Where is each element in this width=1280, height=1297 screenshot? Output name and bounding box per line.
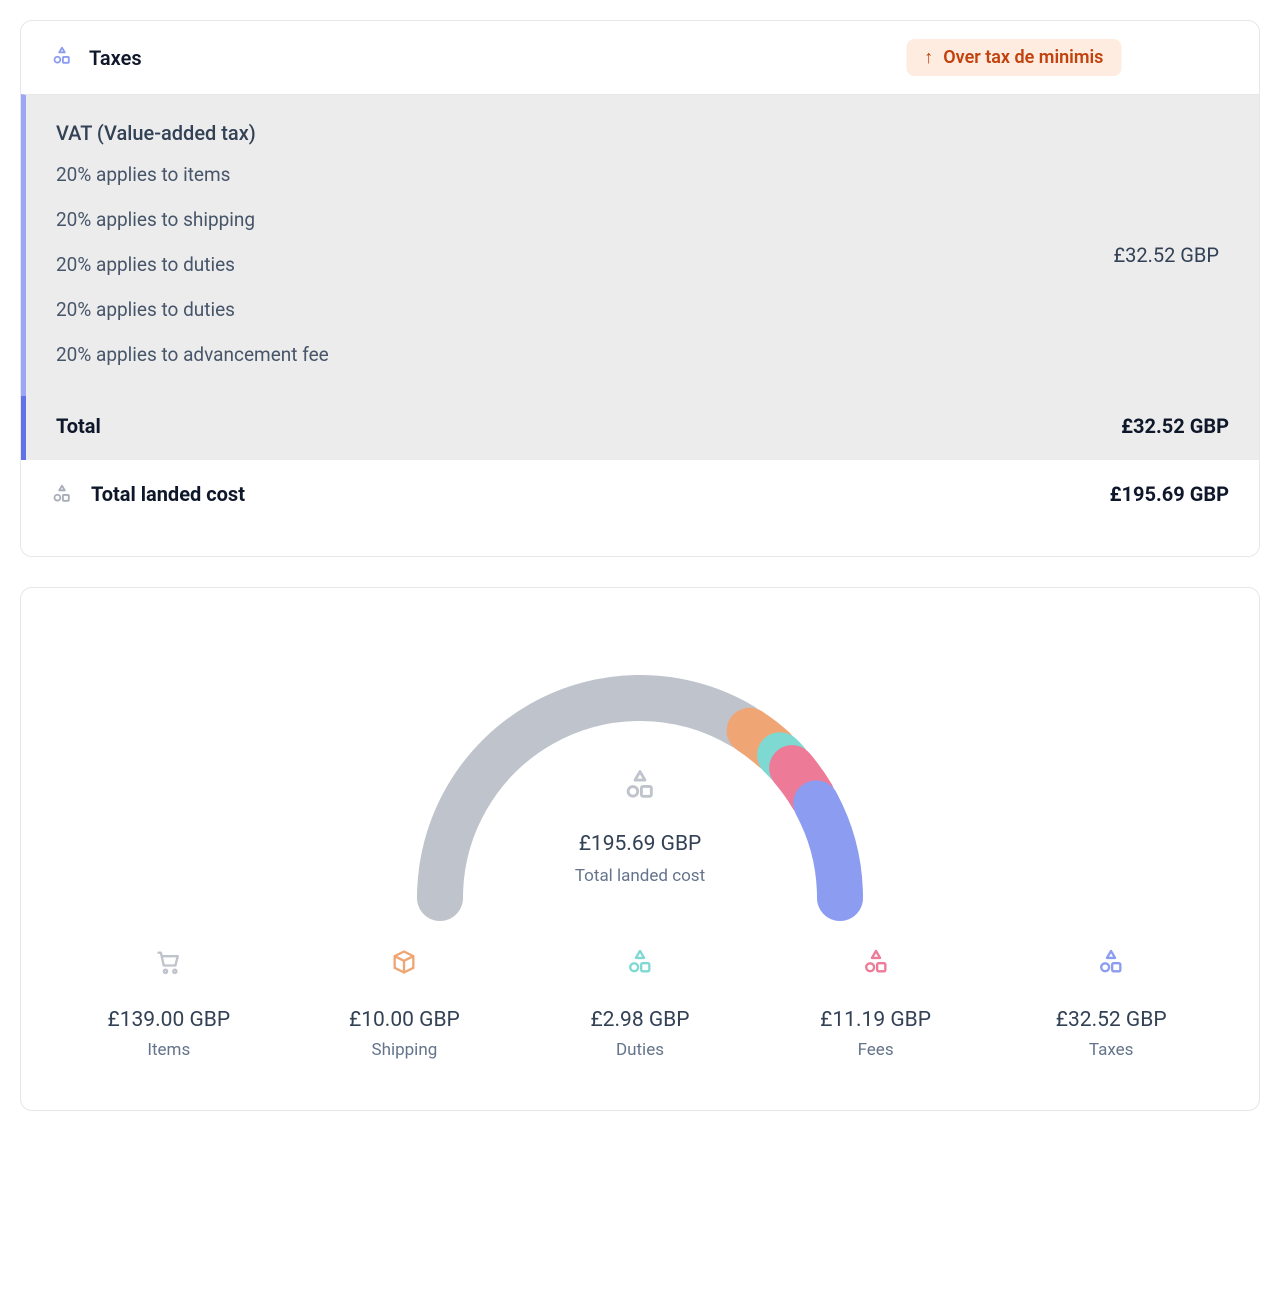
legend-item-fees: £11.19 GBP Fees: [758, 948, 994, 1060]
total-label: Total: [56, 414, 101, 438]
box-icon: [390, 961, 418, 980]
legend-value: £32.52 GBP: [993, 1008, 1229, 1032]
vat-title: VAT (Value-added tax): [56, 121, 1113, 145]
vat-amount: £32.52 GBP: [1113, 243, 1229, 267]
landed-cost-value: £195.69 GBP: [1110, 482, 1229, 506]
vat-row: VAT (Value-added tax) 20% applies to ite…: [26, 95, 1259, 396]
legend-item-shipping: £10.00 GBP Shipping: [287, 948, 523, 1060]
vat-details: VAT (Value-added tax) 20% applies to ite…: [56, 121, 1113, 388]
legend-value: £139.00 GBP: [51, 1008, 287, 1032]
legend-label: Items: [51, 1040, 287, 1060]
shapes-icon: [1097, 961, 1125, 980]
shapes-icon: [862, 961, 890, 980]
gauge-center: £195.69 GBP Total landed cost: [380, 768, 900, 886]
legend-item-taxes: £32.52 GBP Taxes: [993, 948, 1229, 1060]
chart-legend: £139.00 GBPItems£10.00 GBPShipping£2.98 …: [51, 948, 1229, 1060]
legend-label: Duties: [522, 1040, 758, 1060]
legend-value: £2.98 GBP: [522, 1008, 758, 1032]
card-title: Taxes: [89, 46, 142, 70]
legend-value: £11.19 GBP: [758, 1008, 994, 1032]
over-de-minimis-badge: ↑ Over tax de minimis: [906, 39, 1121, 76]
vat-line: 20% applies to advancement fee: [56, 343, 1113, 366]
legend-item-items: £139.00 GBP Items: [51, 948, 287, 1060]
taxes-card: Taxes ↑ Over tax de minimis VAT (Value-a…: [20, 20, 1260, 557]
vat-total-row: Total £32.52 GBP: [21, 396, 1259, 460]
landed-cost-label: Total landed cost: [91, 482, 245, 506]
total-landed-row: Total landed cost £195.69 GBP: [21, 460, 1259, 556]
vat-line: 20% applies to items: [56, 163, 1113, 186]
shapes-icon: [51, 45, 73, 71]
shapes-icon: [623, 787, 657, 806]
landed-cost-chart-card: £195.69 GBP Total landed cost £139.00 GB…: [20, 587, 1260, 1111]
legend-label: Shipping: [287, 1040, 523, 1060]
legend-label: Fees: [758, 1040, 994, 1060]
vat-line: 20% applies to duties: [56, 253, 1113, 276]
arrow-up-icon: ↑: [924, 47, 933, 68]
vat-line: 20% applies to duties: [56, 298, 1113, 321]
badge-text: Over tax de minimis: [943, 47, 1103, 68]
gauge-chart: £195.69 GBP Total landed cost: [380, 648, 900, 908]
shapes-icon: [626, 961, 654, 980]
taxes-card-header: Taxes ↑ Over tax de minimis: [21, 21, 1259, 94]
total-value: £32.52 GBP: [1121, 414, 1229, 438]
cart-icon: [155, 961, 183, 980]
gauge-total-label: Total landed cost: [380, 866, 900, 886]
vat-line: 20% applies to shipping: [56, 208, 1113, 231]
shapes-icon: [51, 483, 73, 505]
vat-section: VAT (Value-added tax) 20% applies to ite…: [21, 94, 1259, 460]
gauge-total-value: £195.69 GBP: [380, 832, 900, 856]
legend-label: Taxes: [993, 1040, 1229, 1060]
legend-item-duties: £2.98 GBP Duties: [522, 948, 758, 1060]
legend-value: £10.00 GBP: [287, 1008, 523, 1032]
